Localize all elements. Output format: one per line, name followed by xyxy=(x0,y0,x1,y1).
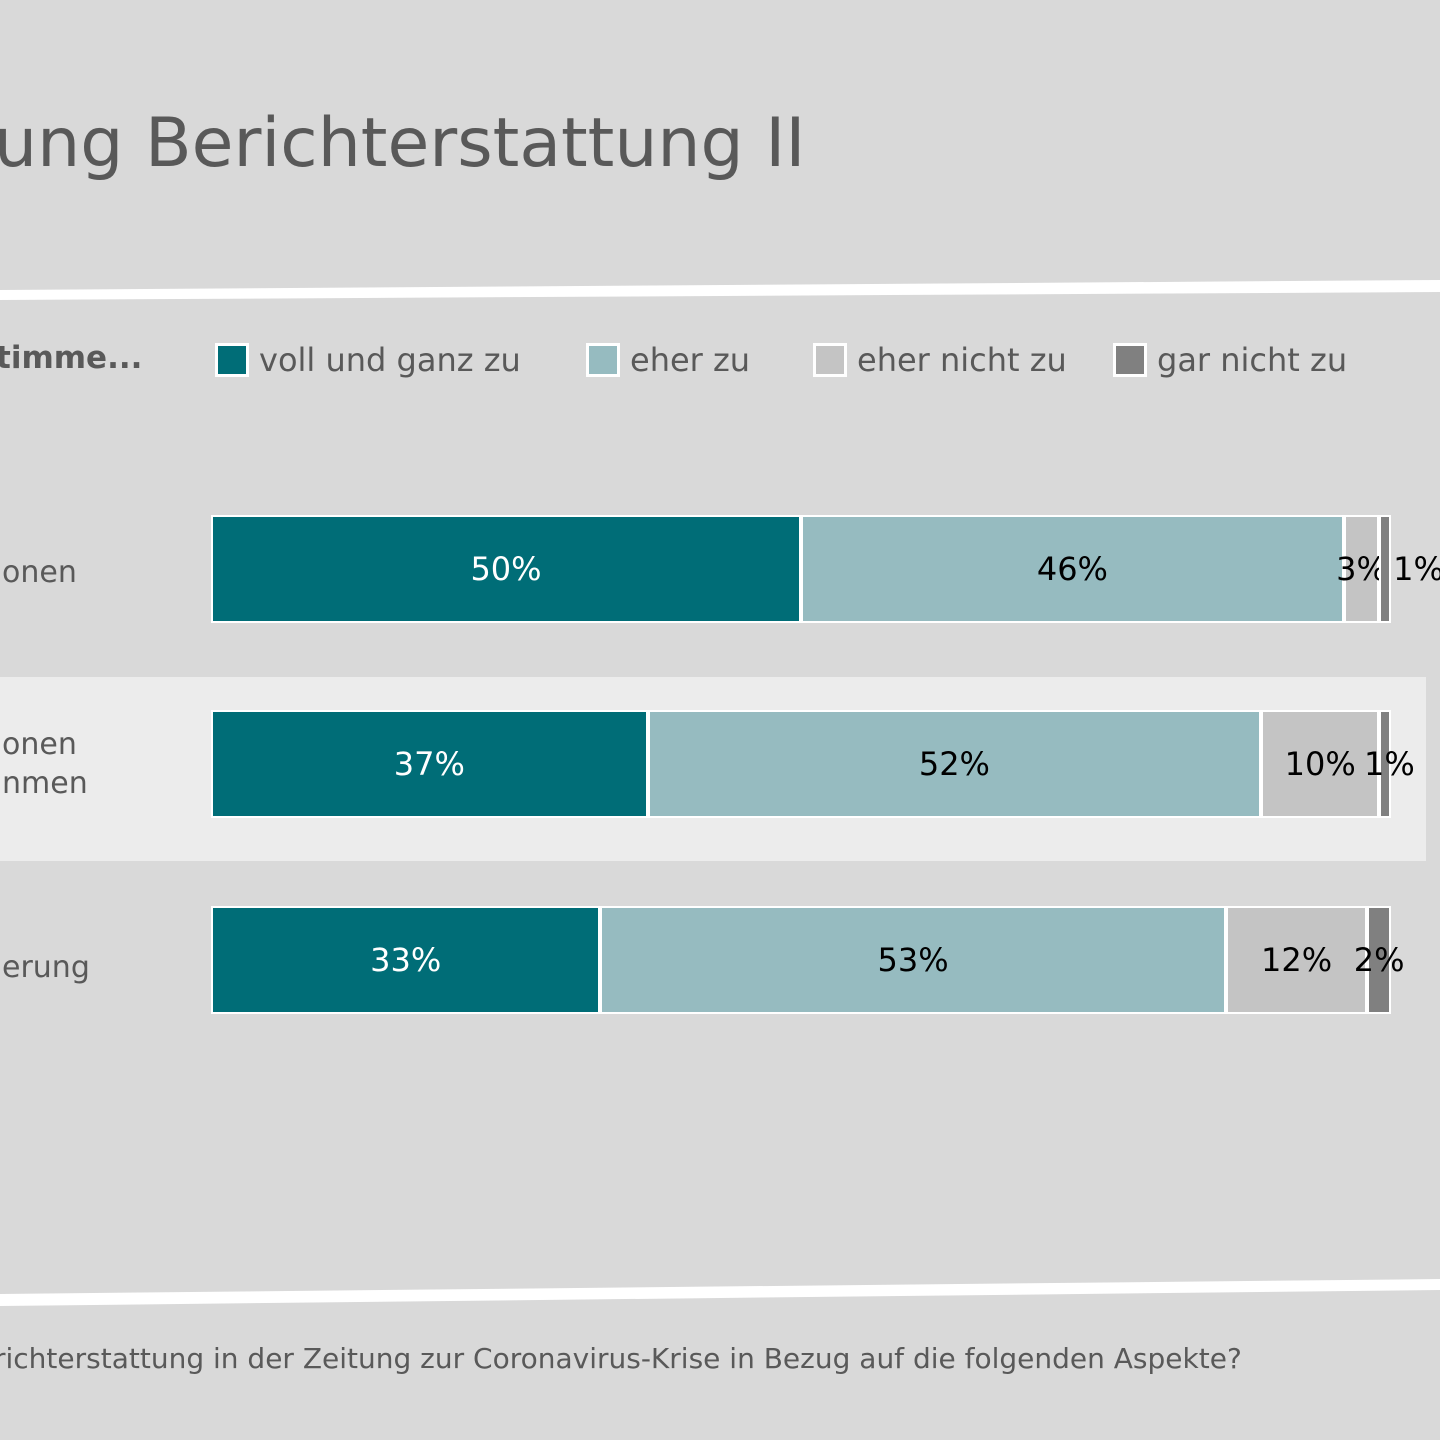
legend-item: eher nicht zu xyxy=(813,340,1067,380)
stacked-bar: 37% 52% 10% 1% xyxy=(211,710,1415,818)
bar-segment xyxy=(1343,515,1380,623)
bar-segment xyxy=(211,515,801,623)
legend-swatch xyxy=(1113,343,1147,377)
legend-swatch xyxy=(586,343,620,377)
bar-segment xyxy=(211,906,601,1014)
data-label: 1% xyxy=(1393,550,1440,588)
legend-item: gar nicht zu xyxy=(1113,340,1347,380)
bar-segment xyxy=(1379,515,1391,623)
chart-title: ung Berichterstattung II xyxy=(0,104,806,183)
category-label: erung xyxy=(2,950,90,985)
data-label: 2% xyxy=(1353,941,1405,979)
bar-segment xyxy=(1225,906,1368,1014)
data-label: 3% xyxy=(1336,550,1387,588)
legend-item: eher zu xyxy=(586,340,750,380)
data-label: 37% xyxy=(393,745,465,783)
survey-question: richterstattung in der Zeitung zur Coron… xyxy=(0,1342,1242,1375)
legend-title: timme... xyxy=(0,340,143,376)
legend-label: gar nicht zu xyxy=(1157,341,1348,379)
stacked-bar: 50% 46% 3% 1% xyxy=(211,515,1440,623)
data-label: 50% xyxy=(470,550,542,588)
bar-segment xyxy=(600,906,1226,1014)
category-label: onen nmen xyxy=(2,727,88,801)
data-label: 53% xyxy=(877,941,949,979)
bottom-divider xyxy=(0,1279,1440,1306)
legend-swatch xyxy=(215,343,249,377)
data-label: 33% xyxy=(370,941,442,979)
top-divider xyxy=(0,280,1440,300)
bar-segment xyxy=(1261,710,1380,818)
data-label: 12% xyxy=(1261,941,1333,979)
legend-label: eher zu xyxy=(630,341,751,379)
bar-segment xyxy=(1367,906,1391,1014)
legend-swatch xyxy=(813,343,847,377)
data-label: 46% xyxy=(1036,550,1108,588)
category-label: onen xyxy=(2,555,77,590)
data-label: 1% xyxy=(1364,745,1415,783)
legend-label: voll und ganz zu xyxy=(259,341,521,379)
legend-item: voll und ganz zu xyxy=(215,340,521,380)
data-label: 10% xyxy=(1284,745,1356,783)
data-label: 52% xyxy=(918,745,990,783)
bar-segment xyxy=(1379,710,1391,818)
bar-segment xyxy=(211,710,648,818)
legend-label: eher nicht zu xyxy=(857,341,1067,379)
bar-segment xyxy=(801,515,1344,623)
bar-segment xyxy=(647,710,1262,818)
stacked-bar: 33% 53% 12% 2% xyxy=(211,906,1405,1014)
